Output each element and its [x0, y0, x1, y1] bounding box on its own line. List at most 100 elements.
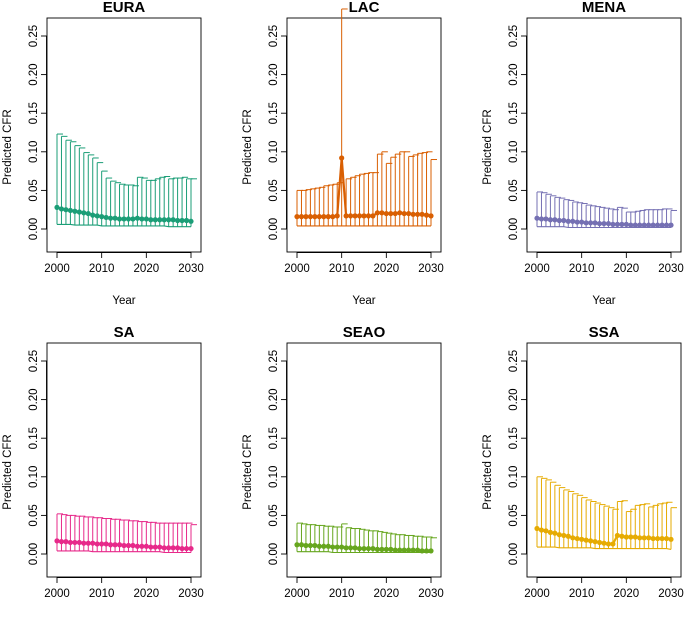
data-point	[157, 544, 163, 550]
data-point	[116, 216, 123, 222]
x-tick-label: 2030	[418, 263, 444, 275]
y-tick-label: 0.25	[268, 350, 280, 372]
data-point	[72, 208, 78, 214]
data-point	[428, 213, 434, 219]
data-point	[596, 220, 603, 227]
data-point	[143, 543, 149, 549]
x-tick-label: 2020	[374, 263, 400, 275]
data-point	[605, 220, 612, 227]
data-point	[316, 543, 322, 549]
plot-frame	[526, 342, 682, 578]
data-point	[148, 544, 154, 550]
data-point	[179, 545, 185, 552]
data-point	[361, 545, 367, 552]
data-point	[410, 211, 416, 217]
x-tick-label: 2020	[614, 588, 640, 600]
data-point	[365, 545, 372, 552]
y-axis-label: Predicted CFR	[242, 109, 254, 184]
data-point	[646, 535, 652, 541]
plot-frame	[286, 342, 442, 578]
data-point	[659, 535, 665, 542]
y-tick-label: 0.05	[508, 179, 520, 201]
x-tick-label: 2020	[614, 263, 640, 275]
y-tick-label: 0.20	[508, 63, 520, 85]
data-point	[339, 155, 345, 161]
y-axis-label: Predicted CFR	[2, 109, 14, 184]
y-tick-label: 0.20	[28, 63, 40, 85]
data-point	[307, 214, 313, 220]
data-point	[90, 540, 96, 546]
data-point	[423, 548, 430, 554]
y-tick-label: 0.00	[28, 218, 40, 240]
data-point	[99, 214, 105, 220]
data-point	[628, 534, 634, 540]
data-point	[538, 216, 545, 222]
data-point	[379, 210, 385, 216]
data-point	[130, 542, 136, 549]
x-axis-label: Year	[112, 295, 135, 307]
x-tick-label: 2010	[329, 588, 355, 600]
data-point	[121, 542, 127, 549]
data-point	[85, 540, 91, 546]
data-point	[58, 206, 65, 212]
x-tick-label: 2010	[569, 263, 595, 275]
data-point	[334, 213, 340, 219]
data-point	[152, 544, 158, 550]
y-tick-label: 0.10	[508, 466, 520, 488]
data-point	[397, 210, 403, 216]
data-point	[108, 215, 114, 221]
data-point	[650, 222, 656, 228]
data-point	[125, 542, 132, 549]
data-point	[374, 210, 380, 216]
data-point	[321, 214, 327, 220]
data-point	[188, 218, 194, 224]
data-point	[348, 545, 354, 551]
x-tick-label: 2010	[89, 588, 115, 600]
y-tick-label: 0.25	[508, 25, 520, 47]
data-point	[157, 217, 163, 223]
data-point	[655, 535, 661, 542]
data-point	[601, 220, 607, 227]
data-point	[574, 219, 580, 225]
data-point	[388, 210, 394, 217]
data-point	[85, 210, 91, 217]
data-point	[406, 210, 412, 217]
panel-mena: MENA 0.00 0.05 0.10 0.15 0.20 0.25 Predicted CF…	[482, 0, 684, 307]
y-axis-label: Predicted CFR	[242, 434, 254, 509]
plot-frame	[46, 342, 202, 578]
data-point	[415, 547, 421, 553]
data-point	[183, 545, 190, 552]
data-point	[423, 212, 430, 218]
data-point	[392, 210, 398, 217]
data-point	[561, 217, 567, 224]
data-point	[108, 542, 114, 548]
data-point	[410, 547, 416, 553]
data-point	[325, 214, 331, 220]
y-tick-label: 0.10	[28, 466, 40, 488]
data-point	[592, 539, 598, 545]
data-point	[614, 532, 621, 539]
data-point	[139, 216, 145, 222]
plot-frame	[286, 17, 442, 253]
data-point	[538, 527, 545, 533]
data-point	[170, 545, 176, 551]
data-point	[556, 217, 562, 224]
y-tick-label: 0.05	[268, 504, 280, 526]
data-point	[637, 222, 643, 228]
data-point	[298, 542, 305, 548]
data-point	[356, 213, 363, 219]
y-tick-label: 0.00	[28, 543, 40, 565]
data-point	[90, 212, 96, 218]
data-point	[547, 217, 554, 223]
data-point	[94, 213, 100, 219]
data-point	[605, 541, 612, 547]
x-tick-label: 2000	[44, 588, 70, 600]
data-point	[614, 221, 621, 227]
data-point	[188, 545, 194, 552]
panel-title: SSA	[589, 324, 620, 341]
x-tick-label: 2000	[524, 263, 550, 275]
data-point	[628, 222, 634, 228]
x-tick-label: 2020	[134, 263, 160, 275]
plot-frame	[526, 17, 682, 253]
